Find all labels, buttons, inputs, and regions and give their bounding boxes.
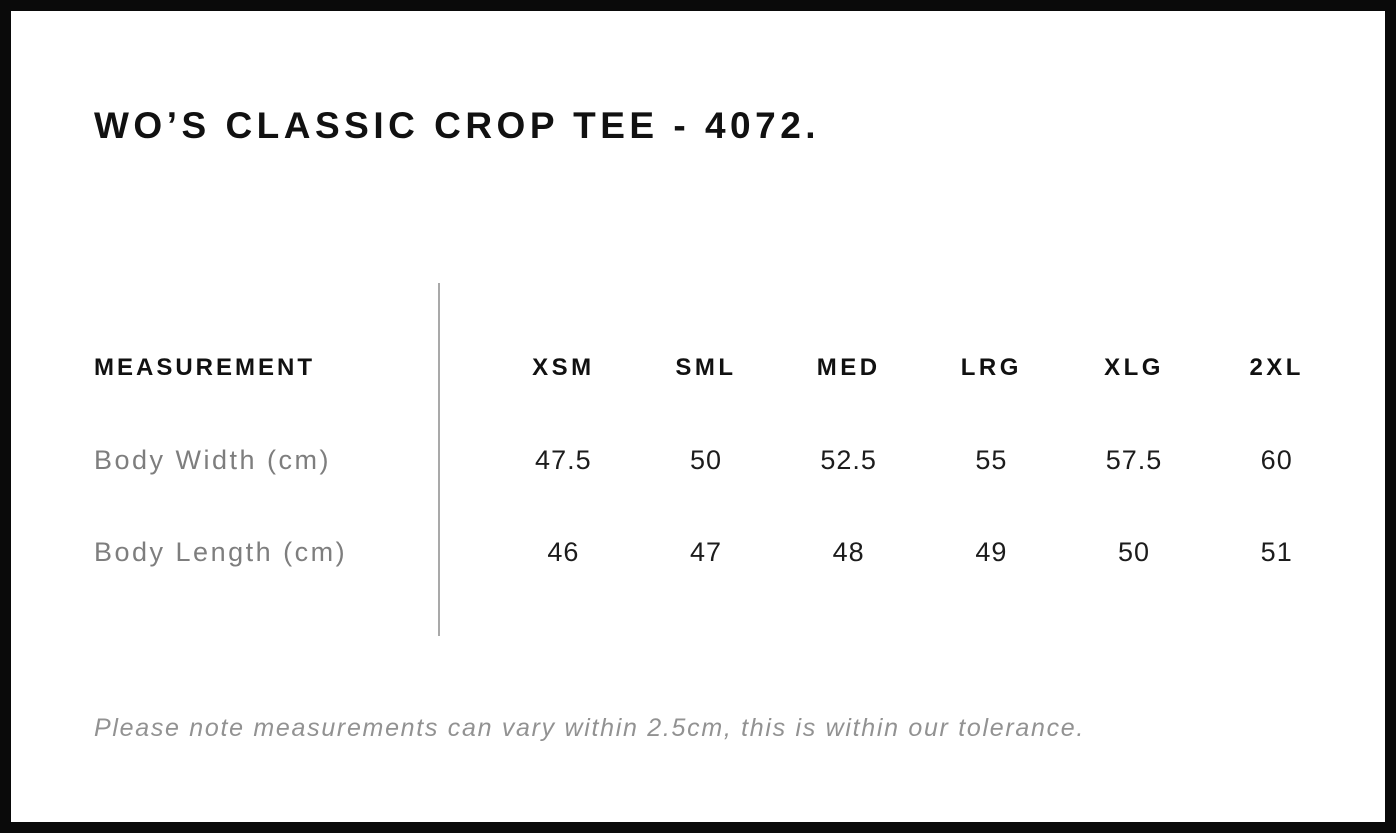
measurement-value: 51 xyxy=(1260,536,1293,567)
row-label-body-width: Body Width (cm) xyxy=(94,444,332,475)
measurement-value: 48 xyxy=(832,536,865,567)
table-header-row: MEASUREMENT XSM SML MED LRG XLG 2XL xyxy=(94,322,1348,414)
size-column-header-med: MED xyxy=(816,354,881,381)
row-label-body-length: Body Length (cm) xyxy=(94,536,348,567)
size-chart-table: MEASUREMENT XSM SML MED LRG XLG 2XL Body… xyxy=(94,322,1348,598)
size-column-header-xsm: XSM xyxy=(532,354,595,381)
measurement-value: 46 xyxy=(547,536,580,567)
body-width-value-cells: 47.5 50 52.5 55 57.5 60 xyxy=(492,445,1348,476)
measurement-value: 52.5 xyxy=(820,444,877,475)
measurement-value: 55 xyxy=(975,444,1008,475)
body-length-value-cells: 46 47 48 49 50 51 xyxy=(492,537,1348,568)
size-column-header-sml: SML xyxy=(675,354,737,381)
tolerance-note: Please note measurements can vary within… xyxy=(94,714,1086,742)
measurement-value: 57.5 xyxy=(1105,444,1163,475)
measurement-value: 50 xyxy=(689,444,723,475)
measurement-value: 50 xyxy=(1118,536,1151,567)
measurement-value: 47 xyxy=(689,536,723,567)
table-divider-line xyxy=(438,283,440,636)
measurement-value: 47.5 xyxy=(535,444,592,475)
table-row-body-length: Body Length (cm) 46 47 48 49 50 51 xyxy=(94,506,1348,598)
size-column-header-2xl: 2XL xyxy=(1249,354,1304,381)
measurement-value: 60 xyxy=(1260,444,1293,475)
page-title: WO’S CLASSIC CROP TEE - 4072. xyxy=(94,105,821,146)
size-column-header-xlg: XLG xyxy=(1104,354,1164,381)
measurement-column-header: MEASUREMENT xyxy=(94,354,316,381)
measurement-value: 49 xyxy=(975,536,1008,567)
size-header-cells: XSM SML MED LRG XLG 2XL xyxy=(492,354,1348,382)
table-row-body-width: Body Width (cm) 47.5 50 52.5 55 57.5 60 xyxy=(94,414,1348,506)
size-column-header-lrg: LRG xyxy=(960,354,1022,381)
